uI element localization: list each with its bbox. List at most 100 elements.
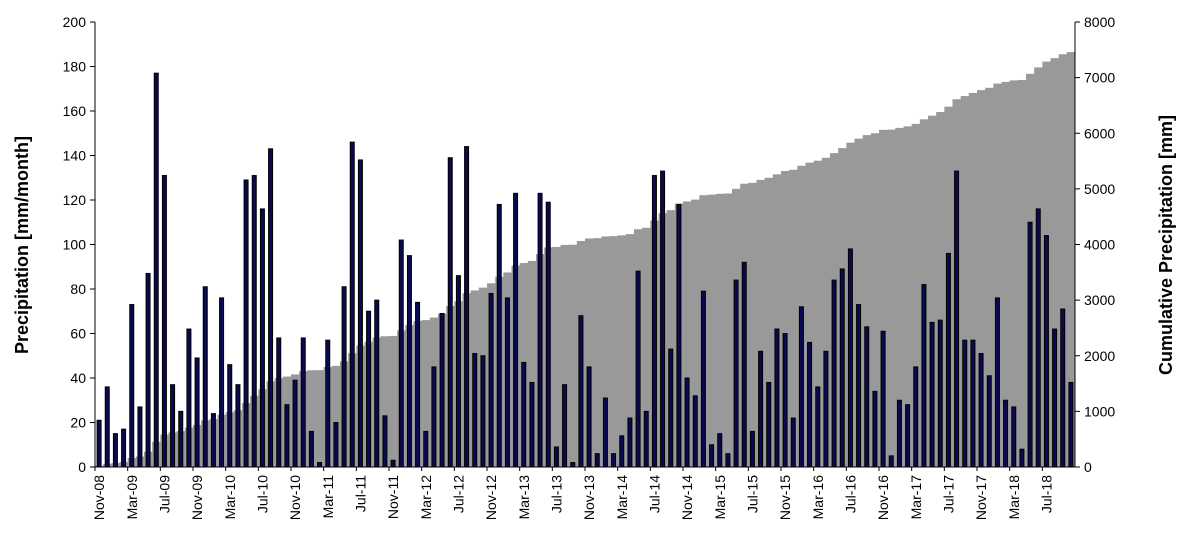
bar (357, 159, 363, 468)
bar (888, 455, 894, 468)
x-tick-label: Mar-15 (712, 475, 728, 520)
y-tick-label: 40 (70, 370, 86, 386)
x-tick-label: Mar-09 (124, 475, 140, 520)
cumulative-step (585, 238, 594, 467)
bar (455, 275, 461, 468)
bar (815, 386, 821, 468)
y-tick-label: 80 (70, 281, 86, 297)
cumulative-step (928, 115, 937, 468)
bar (308, 430, 314, 468)
bar (1052, 328, 1058, 468)
bar (831, 279, 837, 468)
bar (1011, 406, 1017, 468)
cumulative-step (887, 129, 896, 468)
bar (292, 379, 298, 468)
bar (398, 239, 404, 468)
cumulative-step (331, 365, 341, 467)
cumulative-step (813, 160, 823, 467)
cumulative-step (421, 320, 431, 467)
bar (243, 179, 249, 468)
bar (513, 192, 519, 468)
cumulative-step (307, 370, 316, 467)
cumulative-step (666, 210, 676, 467)
bar (390, 459, 396, 468)
bar (496, 203, 502, 468)
bar (472, 353, 478, 468)
bar (733, 279, 739, 468)
bar (692, 395, 698, 468)
bar (121, 428, 127, 468)
x-tick-label: Jul-12 (450, 475, 466, 513)
cumulative-step (707, 194, 716, 467)
cumulative-step (895, 127, 904, 467)
cumulative-step (789, 169, 798, 467)
bar (611, 453, 617, 468)
cumulative-step (609, 236, 618, 467)
bar (970, 339, 976, 468)
bar (333, 422, 339, 468)
cumulative-step (1058, 54, 1068, 467)
y-tick-label: 140 (63, 148, 87, 164)
cumulative-step (315, 370, 324, 467)
bar (774, 328, 780, 468)
bar (112, 433, 118, 468)
y2-tick-label: 5000 (1084, 181, 1115, 197)
bar (619, 435, 625, 468)
bar (439, 312, 445, 468)
bar (839, 268, 845, 468)
x-tick-label: Nov-11 (385, 475, 401, 519)
bar (847, 248, 853, 468)
bar (529, 381, 535, 468)
y2-tick-label: 6000 (1084, 125, 1115, 141)
bar (864, 326, 870, 468)
cumulative-step (723, 193, 733, 467)
bar (978, 353, 984, 468)
bar (194, 357, 200, 468)
x-tick-label: Nov-12 (483, 475, 499, 520)
bar (586, 366, 592, 468)
cumulative-step (911, 123, 921, 468)
cumulative-step (764, 177, 774, 468)
cumulative-step (560, 244, 569, 467)
cumulative-step (389, 336, 398, 467)
cumulative-step (1017, 79, 1027, 468)
bar (227, 364, 233, 468)
y2-tick-label: 2000 (1084, 348, 1115, 364)
bar (1068, 381, 1074, 468)
cumulative-step (691, 199, 700, 467)
x-tick-label: Jul-09 (156, 475, 172, 513)
bar (480, 355, 486, 468)
bar (1035, 208, 1041, 468)
bar (1027, 221, 1033, 468)
x-tick-label: Mar-17 (908, 475, 924, 520)
x-tick-label: Jul-11 (352, 475, 368, 512)
bar (896, 399, 902, 468)
bar (374, 299, 380, 468)
bar (504, 297, 510, 468)
x-tick-label: Mar-18 (1006, 475, 1022, 520)
cumulative-step (772, 174, 782, 467)
y-tick-label: 60 (70, 326, 86, 342)
x-tick-label: Nov-10 (287, 475, 303, 520)
bar (129, 304, 135, 468)
y-tick-label: 180 (63, 59, 87, 75)
bar (104, 386, 110, 468)
bar (145, 272, 151, 468)
bar (235, 384, 241, 468)
y-tick-label: 200 (63, 14, 87, 30)
x-tick-label: Jul-13 (548, 475, 564, 513)
bar (562, 384, 568, 468)
bar (1043, 235, 1049, 468)
cumulative-step (960, 96, 970, 467)
x-tick-label: Jul-18 (1038, 475, 1054, 513)
bar (709, 444, 715, 468)
bar (651, 175, 657, 468)
bar (96, 419, 102, 468)
bar (153, 72, 159, 468)
bar (170, 384, 176, 468)
cumulative-step (380, 336, 390, 467)
cumulative-step (756, 179, 765, 467)
y2-tick-label: 8000 (1084, 14, 1115, 30)
y-tick-label: 160 (63, 103, 87, 119)
